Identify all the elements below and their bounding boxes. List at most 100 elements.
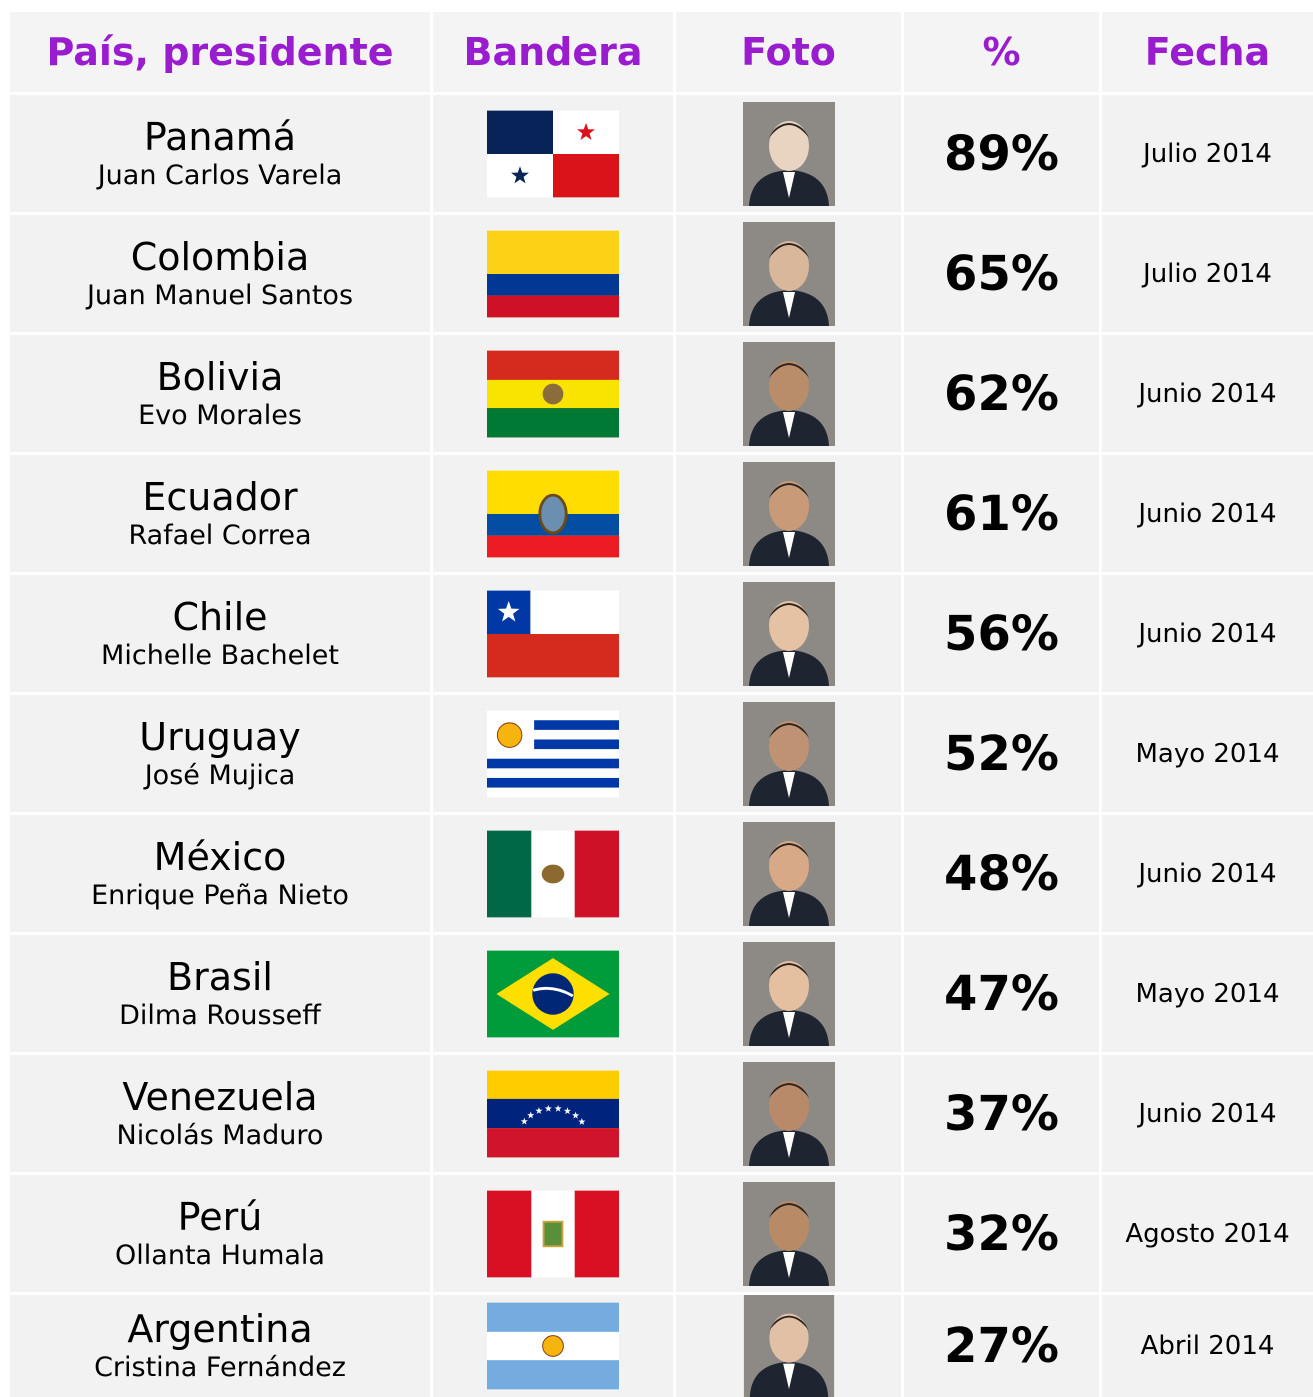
country-name: Venezuela: [122, 1074, 318, 1119]
flag: [487, 950, 619, 1037]
photo: [742, 101, 835, 206]
flag-cell: [433, 95, 673, 212]
country-cell: Argentina Cristina Fernández: [10, 1295, 430, 1397]
photo: [742, 1181, 835, 1286]
flag-cell: [433, 575, 673, 692]
photo: [742, 581, 835, 686]
percent-cell: 52%: [904, 695, 1099, 812]
date-cell: Junio 2014: [1102, 1055, 1313, 1172]
flag: [487, 470, 619, 557]
percent-cell: 89%: [904, 95, 1099, 212]
country-cell: Chile Michelle Bachelet: [10, 575, 430, 692]
country-name: Bolivia: [156, 354, 284, 399]
date: Junio 2014: [1138, 858, 1277, 889]
photo-cell: [676, 575, 901, 692]
date-cell: Junio 2014: [1102, 815, 1313, 932]
date-cell: Junio 2014: [1102, 575, 1313, 692]
flag: [487, 110, 619, 197]
country-name: México: [153, 834, 287, 879]
president-name: Juan Carlos Varela: [97, 159, 343, 191]
president-name: Enrique Peña Nieto: [91, 879, 349, 911]
president-name: Evo Morales: [138, 399, 302, 431]
date: Junio 2014: [1138, 378, 1277, 409]
date-cell: Julio 2014: [1102, 95, 1313, 212]
country-name: Panamá: [143, 114, 297, 159]
country-name: Brasil: [167, 954, 273, 999]
percent: 27%: [944, 1318, 1059, 1374]
header-cell: Bandera: [433, 12, 673, 92]
president-name: Ollanta Humala: [115, 1239, 325, 1271]
date-cell: Junio 2014: [1102, 455, 1313, 572]
photo-cell: [676, 815, 901, 932]
percent-cell: 47%: [904, 935, 1099, 1052]
president-name: José Mujica: [144, 759, 296, 791]
photo-cell: [676, 95, 901, 212]
country-cell: Ecuador Rafael Correa: [10, 455, 430, 572]
country-name: Colombia: [130, 234, 310, 279]
flag-cell: [433, 455, 673, 572]
country-cell: Panamá Juan Carlos Varela: [10, 95, 430, 212]
date: Junio 2014: [1138, 1098, 1277, 1129]
president-name: Dilma Rousseff: [119, 999, 321, 1031]
flag-cell: [433, 335, 673, 452]
flag-cell: [433, 1175, 673, 1292]
photo-cell: [676, 215, 901, 332]
photo-cell: [676, 1295, 901, 1397]
date: Mayo 2014: [1135, 738, 1280, 769]
flag: [487, 830, 619, 917]
flag-cell: [433, 1295, 673, 1397]
flag-cell: [433, 695, 673, 812]
percent-cell: 65%: [904, 215, 1099, 332]
photo: [742, 941, 835, 1046]
header-cell: País, presidente: [10, 12, 430, 92]
photo: [742, 341, 835, 446]
date: Julio 2014: [1143, 138, 1272, 169]
flag: [487, 350, 619, 437]
country-cell: Colombia Juan Manuel Santos: [10, 215, 430, 332]
photo-cell: [676, 455, 901, 572]
country-cell: México Enrique Peña Nieto: [10, 815, 430, 932]
percent-cell: 62%: [904, 335, 1099, 452]
country-cell: Perú Ollanta Humala: [10, 1175, 430, 1292]
flag: [487, 1302, 619, 1390]
percent-cell: 32%: [904, 1175, 1099, 1292]
percent-cell: 27%: [904, 1295, 1099, 1397]
flag: [487, 1070, 619, 1157]
percent: 32%: [944, 1205, 1059, 1262]
country-name: Argentina: [127, 1307, 313, 1351]
president-name: Michelle Bachelet: [101, 639, 339, 671]
photo-cell: [676, 935, 901, 1052]
flag-cell: [433, 815, 673, 932]
country-cell: Venezuela Nicolás Maduro: [10, 1055, 430, 1172]
date: Agosto 2014: [1125, 1218, 1290, 1249]
photo-cell: [676, 1175, 901, 1292]
percent: 37%: [944, 1085, 1059, 1142]
percent: 62%: [944, 365, 1059, 422]
percent: 65%: [944, 245, 1059, 302]
president-name: Nicolás Maduro: [116, 1119, 324, 1151]
flag: [487, 590, 619, 677]
country-name: Perú: [177, 1194, 263, 1239]
date-cell: Mayo 2014: [1102, 935, 1313, 1052]
flag-cell: [433, 215, 673, 332]
percent-cell: 56%: [904, 575, 1099, 692]
percent: 48%: [944, 845, 1059, 902]
president-name: Rafael Correa: [128, 519, 312, 551]
flag: [487, 710, 619, 797]
flag: [487, 230, 619, 317]
date-cell: Julio 2014: [1102, 215, 1313, 332]
photo: [742, 701, 835, 806]
country-name: Uruguay: [139, 714, 301, 759]
date-cell: Agosto 2014: [1102, 1175, 1313, 1292]
date-cell: Abril 2014: [1102, 1295, 1313, 1397]
date: Abril 2014: [1140, 1331, 1275, 1361]
date: Junio 2014: [1138, 498, 1277, 529]
president-name: Juan Manuel Santos: [86, 279, 354, 311]
percent-cell: 61%: [904, 455, 1099, 572]
country-cell: Bolivia Evo Morales: [10, 335, 430, 452]
percent: 52%: [944, 725, 1059, 782]
flag-cell: [433, 1055, 673, 1172]
flag-cell: [433, 935, 673, 1052]
percent: 89%: [944, 125, 1059, 182]
